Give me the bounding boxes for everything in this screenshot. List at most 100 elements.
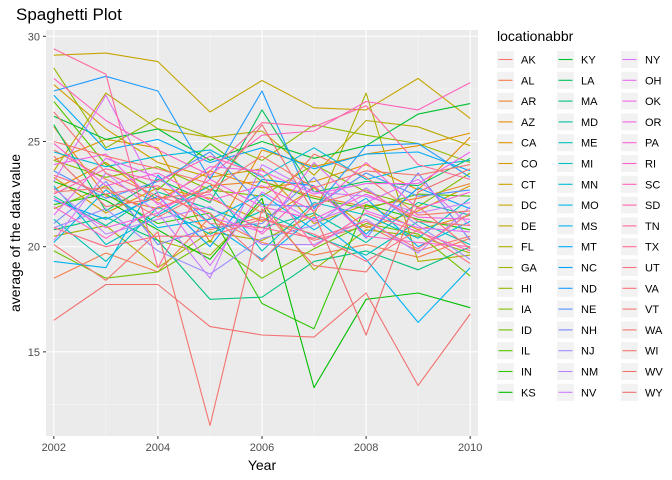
series-line-nc — [53, 178, 471, 248]
legend-item-nc: NC — [557, 259, 597, 276]
legend-label: WA — [645, 325, 663, 337]
series-line-ny — [53, 94, 471, 267]
legend-label: IN — [521, 367, 532, 379]
legend-label: FL — [521, 242, 534, 254]
series-line-az — [53, 136, 471, 201]
legend-label: RI — [645, 159, 656, 171]
legend-item-ut: UT — [621, 259, 660, 276]
legend-label: AR — [521, 96, 536, 108]
x-axis: 2002 2004 2006 2008 2010 — [42, 436, 482, 454]
legend-label: NH — [581, 325, 597, 337]
series-lines — [53, 48, 471, 427]
legend-label: UT — [645, 263, 660, 275]
legend-item-ms: MS — [557, 217, 598, 235]
x-tick-label: 2006 — [250, 442, 274, 454]
legend-item-ne: NE — [557, 300, 596, 318]
y-tick-label: 25 — [28, 136, 40, 148]
legend-label: AZ — [521, 117, 535, 129]
series-line-sc — [53, 77, 471, 176]
legend-item-al: AL — [497, 71, 534, 89]
legend-item-ak: AK — [497, 51, 536, 68]
legend-label: OH — [645, 75, 662, 87]
legend-item-mn: MN — [557, 175, 598, 193]
legend-item-ar: AR — [497, 92, 536, 110]
series-line-ok — [53, 151, 471, 206]
legend-label: NV — [581, 387, 597, 399]
legend-item-ct: CT — [497, 175, 536, 193]
legend-label: GA — [521, 263, 538, 275]
legend-label: OR — [645, 117, 662, 129]
series-line-ma — [53, 216, 471, 300]
legend-label: MS — [581, 221, 598, 233]
legend-item-md: MD — [557, 113, 598, 131]
legend-item-ia: IA — [497, 300, 532, 318]
legend-label: OK — [645, 96, 662, 108]
series-line-pa — [53, 143, 471, 212]
legend-label: KS — [521, 387, 536, 399]
series-line-or — [53, 178, 471, 229]
legend-item-wv: WV — [621, 363, 663, 380]
legend-title: locationabbr — [497, 28, 574, 44]
y-tick-label: 15 — [28, 347, 40, 359]
legend-item-or: OR — [621, 113, 662, 131]
legend-item-id: ID — [497, 321, 532, 339]
series-line-wv — [53, 283, 471, 387]
series-line-dc — [53, 52, 471, 119]
legend-item-sc: SC — [621, 175, 660, 193]
legend-label: NM — [581, 367, 598, 379]
chart-title: Spaghetti Plot — [16, 5, 122, 24]
series-line-ne — [53, 151, 471, 208]
y-tick-label: 30 — [28, 31, 40, 43]
legend-item-wi: WI — [621, 342, 658, 360]
legend-label: WV — [645, 367, 663, 379]
legend-label: DE — [521, 221, 536, 233]
legend-item-tn: TN — [621, 217, 660, 235]
x-tick-label: 2008 — [354, 442, 378, 454]
legend: locationabbr AK AL AR AZ CA CO CT DC DE FL GA HI IA I… — [497, 28, 663, 401]
legend-label: WY — [645, 387, 663, 399]
legend-item-ny: NY — [621, 51, 661, 68]
series-line-wa — [53, 140, 471, 216]
legend-label: WI — [645, 346, 658, 358]
legend-label: MI — [581, 159, 593, 171]
legend-item-in: IN — [497, 363, 532, 380]
legend-label: MT — [581, 242, 597, 254]
x-tick-label: 2010 — [458, 442, 482, 454]
legend-label: PA — [645, 138, 660, 150]
legend-label: NJ — [581, 346, 594, 358]
y-axis: 15 20 25 30 — [28, 31, 46, 359]
legend-label: ID — [521, 325, 532, 337]
legend-label: MD — [581, 117, 598, 129]
legend-item-oh: OH — [621, 71, 662, 89]
series-line-wy — [53, 124, 471, 336]
legend-label: NE — [581, 304, 596, 316]
legend-items: AK AL AR AZ CA CO CT DC DE FL GA HI IA ID IL IN KS KY LA MA… — [497, 51, 663, 401]
series-line-sd — [53, 155, 471, 252]
legend-label: CO — [521, 159, 538, 171]
legend-label: TN — [645, 221, 660, 233]
series-line-oh — [53, 157, 471, 233]
legend-item-il: IL — [497, 342, 530, 360]
series-line-ak — [53, 149, 471, 252]
legend-label: SD — [645, 200, 660, 212]
legend-item-ky: KY — [557, 51, 596, 68]
legend-item-nj: NJ — [557, 342, 594, 360]
legend-label: IL — [521, 346, 530, 358]
legend-item-nd: ND — [557, 279, 597, 297]
legend-label: AK — [521, 55, 536, 67]
series-line-mn — [53, 147, 471, 180]
series-line-va — [53, 111, 471, 262]
legend-label: MO — [581, 200, 599, 212]
legend-label: KY — [581, 55, 596, 67]
legend-item-tx: TX — [621, 238, 660, 256]
legend-label: MN — [581, 179, 598, 191]
series-line-ca — [53, 132, 471, 244]
legend-label: ND — [581, 283, 597, 295]
legend-item-de: DE — [497, 217, 536, 235]
legend-label: VT — [645, 304, 659, 316]
legend-label: CT — [521, 179, 536, 191]
legend-item-vt: VT — [621, 300, 659, 318]
legend-item-nh: NH — [557, 321, 597, 339]
legend-item-mi: MI — [557, 155, 593, 172]
